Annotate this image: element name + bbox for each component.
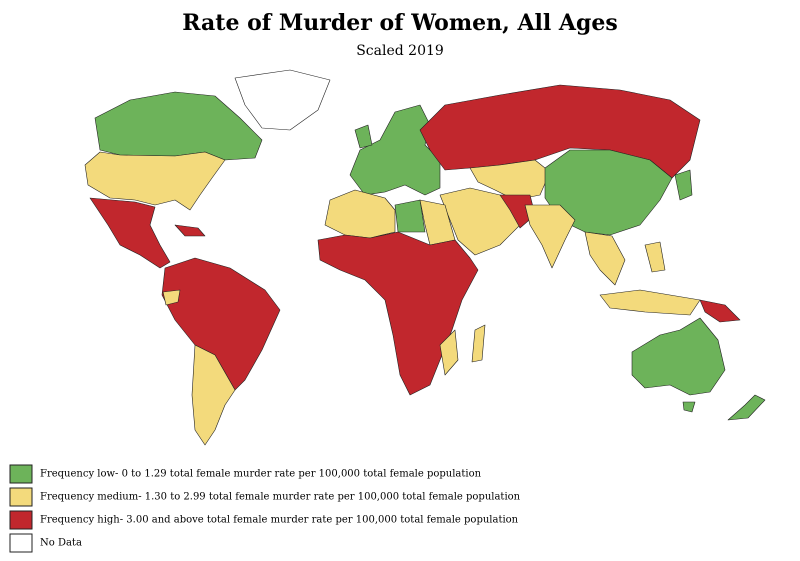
legend-label: No Data	[40, 538, 82, 549]
region	[674, 169, 693, 201]
region	[727, 394, 766, 421]
region	[89, 197, 171, 269]
legend-swatch	[9, 464, 33, 484]
legend-swatch	[9, 510, 33, 530]
map-subtitle: Scaled 2019	[356, 43, 444, 59]
region	[94, 91, 263, 161]
legend: Frequency low- 0 to 1.29 total female mu…	[9, 464, 521, 553]
region	[349, 104, 441, 196]
legend-label: Frequency medium- 1.30 to 2.99 total fem…	[40, 492, 521, 503]
region	[599, 289, 701, 316]
region	[324, 189, 396, 239]
region	[584, 231, 626, 286]
region	[84, 151, 226, 211]
region	[682, 401, 696, 413]
region	[394, 199, 426, 233]
legend-swatch	[9, 533, 33, 553]
legend-label: Frequency low- 0 to 1.29 total female mu…	[40, 469, 482, 480]
region	[469, 159, 551, 201]
region	[234, 69, 331, 131]
legend-label: Frequency high- 3.00 and above total fem…	[40, 515, 519, 526]
region	[631, 317, 726, 396]
region	[174, 224, 206, 237]
region	[191, 344, 236, 446]
region	[317, 231, 479, 396]
region	[699, 299, 741, 323]
map-title: Rate of Murder of Women, All Ages	[182, 10, 617, 36]
region	[439, 329, 459, 376]
region	[162, 289, 181, 306]
region	[354, 124, 373, 149]
legend-swatch	[9, 487, 33, 507]
world-map	[84, 69, 766, 446]
region	[471, 324, 486, 363]
region	[644, 241, 666, 273]
region	[161, 257, 281, 391]
region	[439, 187, 521, 256]
region	[499, 194, 536, 229]
region	[524, 204, 576, 269]
